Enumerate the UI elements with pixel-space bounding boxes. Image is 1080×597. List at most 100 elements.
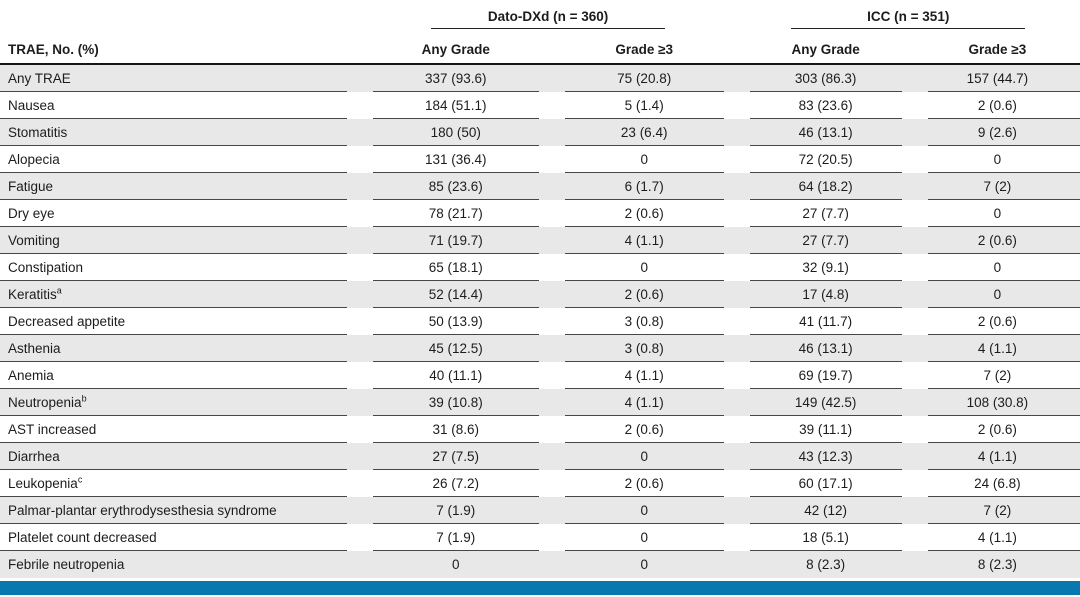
cell-icc-any-grade: 149 (42.5) xyxy=(737,389,915,416)
cell-dato-any-grade: 27 (7.5) xyxy=(360,443,552,470)
cell-icc-any-grade: 60 (17.1) xyxy=(737,470,915,497)
table-row: Keratitisa 52 (14.4) 2 (0.6) 17 (4.8) 0 xyxy=(0,281,1080,308)
cell-icc-any-grade: 46 (13.1) xyxy=(737,335,915,362)
table-row: Fatigue 85 (23.6) 6 (1.7) 64 (18.2) 7 (2… xyxy=(0,173,1080,200)
group-header-icc: ICC (n = 351) xyxy=(737,0,1080,29)
table-body: Any TRAE 337 (93.6) 75 (20.8) 303 (86.3)… xyxy=(0,65,1080,578)
row-label-text: AST increased xyxy=(8,422,97,437)
cell-dato-grade3: 2 (0.6) xyxy=(552,416,737,443)
row-label-text: Dry eye xyxy=(8,206,55,221)
cell-icc-grade3: 0 xyxy=(915,146,1080,173)
table-row: Vomiting 71 (19.7) 4 (1.1) 27 (7.7) 2 (0… xyxy=(0,227,1080,254)
cell-dato-grade3: 0 xyxy=(552,524,737,551)
row-label: Any TRAE xyxy=(0,65,360,92)
row-label: Constipation xyxy=(0,254,360,281)
row-label-text: Leukopenia xyxy=(8,476,78,491)
cell-icc-grade3: 9 (2.6) xyxy=(915,119,1080,146)
cell-dato-any-grade: 52 (14.4) xyxy=(360,281,552,308)
cell-dato-grade3: 23 (6.4) xyxy=(552,119,737,146)
row-label: Decreased appetite xyxy=(0,308,360,335)
cell-dato-any-grade: 39 (10.8) xyxy=(360,389,552,416)
footnote-marker: c xyxy=(77,474,83,485)
column-header-icc-grade3: Grade ≥3 xyxy=(914,29,1080,65)
adverse-events-table: Dato-DXd (n = 360) ICC (n = 351) TRAE, N… xyxy=(0,0,1080,578)
cell-icc-grade3: 2 (0.6) xyxy=(915,92,1080,119)
cell-icc-any-grade: 83 (23.6) xyxy=(737,92,915,119)
cell-icc-grade3: 24 (6.8) xyxy=(915,470,1080,497)
cell-icc-grade3: 4 (1.1) xyxy=(915,335,1080,362)
cell-dato-any-grade: 50 (13.9) xyxy=(360,308,552,335)
cell-icc-grade3: 2 (0.6) xyxy=(915,416,1080,443)
row-label-text: Any TRAE xyxy=(8,71,71,86)
column-header-row: TRAE, No. (%) Any Grade Grade ≥3 Any Gra… xyxy=(0,29,1080,65)
cell-icc-any-grade: 43 (12.3) xyxy=(737,443,915,470)
cell-icc-any-grade: 303 (86.3) xyxy=(737,65,915,92)
row-label: Alopecia xyxy=(0,146,360,173)
cell-icc-grade3: 7 (2) xyxy=(915,362,1080,389)
cell-icc-grade3: 2 (0.6) xyxy=(915,227,1080,254)
cell-dato-grade3: 0 xyxy=(640,557,648,572)
cell-dato-grade3: 0 xyxy=(552,254,737,281)
table-row: Nausea 184 (51.1) 5 (1.4) 83 (23.6) 2 (0… xyxy=(0,92,1080,119)
cell-dato-any-grade: 0 xyxy=(451,557,460,572)
cell-icc-any-grade: 18 (5.1) xyxy=(737,524,915,551)
cell-dato-grade3: 0 xyxy=(552,497,737,524)
cell-dato-grade3: 4 (1.1) xyxy=(552,389,737,416)
cell-icc-grade3: 0 xyxy=(915,281,1080,308)
table-row: Febrile neutropenia 0 0 8 (2.3) 8 (2.3) xyxy=(0,551,1080,578)
cell-icc-any-grade: 69 (19.7) xyxy=(737,362,915,389)
row-label-text: Fatigue xyxy=(8,179,54,194)
footnote-marker: b xyxy=(81,393,87,404)
cell-dato-grade3: 2 (0.6) xyxy=(552,281,737,308)
cell-icc-grade3: 108 (30.8) xyxy=(915,389,1080,416)
cell-icc-any-grade: 42 (12) xyxy=(737,497,915,524)
table-row: Neutropeniab 39 (10.8) 4 (1.1) 149 (42.5… xyxy=(0,389,1080,416)
row-label-text: Asthenia xyxy=(8,341,61,356)
table-row: Anemia 40 (11.1) 4 (1.1) 69 (19.7) 7 (2) xyxy=(0,362,1080,389)
cell-dato-any-grade: 26 (7.2) xyxy=(360,470,552,497)
cell-icc-grade3: 4 (1.1) xyxy=(915,443,1080,470)
cell-icc-any-grade: 8 (2.3) xyxy=(806,557,846,572)
table-row: AST increased 31 (8.6) 2 (0.6) 39 (11.1)… xyxy=(0,416,1080,443)
cell-icc-grade3: 7 (2) xyxy=(915,173,1080,200)
table-row: Asthenia 45 (12.5) 3 (0.8) 46 (13.1) 4 (… xyxy=(0,335,1080,362)
cell-icc-grade3: 7 (2) xyxy=(915,497,1080,524)
cell-dato-any-grade: 131 (36.4) xyxy=(360,146,552,173)
group-header-icc-label: ICC (n = 351) xyxy=(791,9,1026,29)
group-header-dato-dxd: Dato-DXd (n = 360) xyxy=(360,0,737,29)
row-label-text: Constipation xyxy=(8,260,84,275)
cell-icc-any-grade: 17 (4.8) xyxy=(737,281,915,308)
group-header-row: Dato-DXd (n = 360) ICC (n = 351) xyxy=(0,0,1080,29)
row-label-text: Anemia xyxy=(8,368,54,383)
row-label-text: Diarrhea xyxy=(8,449,60,464)
row-label: Dry eye xyxy=(0,200,360,227)
cell-icc-any-grade: 64 (18.2) xyxy=(737,173,915,200)
row-label: AST increased xyxy=(0,416,360,443)
row-label: Nausea xyxy=(0,92,360,119)
table-row: Diarrhea 27 (7.5) 0 43 (12.3) 4 (1.1) xyxy=(0,443,1080,470)
row-label: Stomatitis xyxy=(0,119,360,146)
row-label: Anemia xyxy=(0,362,360,389)
cell-icc-grade3: 157 (44.7) xyxy=(915,65,1080,92)
cell-dato-grade3: 0 xyxy=(552,146,737,173)
row-label: Leukopeniac xyxy=(0,470,360,497)
row-label: Keratitisa xyxy=(0,281,360,308)
cell-dato-any-grade: 85 (23.6) xyxy=(360,173,552,200)
column-header-dato-any-grade: Any Grade xyxy=(359,29,552,65)
cell-dato-any-grade: 78 (21.7) xyxy=(360,200,552,227)
cell-icc-grade3: 2 (0.6) xyxy=(915,308,1080,335)
cell-icc-grade3: 0 xyxy=(915,254,1080,281)
column-header-dato-grade3: Grade ≥3 xyxy=(551,29,737,65)
column-header-trae: TRAE, No. (%) xyxy=(0,29,360,65)
table-row: Any TRAE 337 (93.6) 75 (20.8) 303 (86.3)… xyxy=(0,65,1080,92)
cell-icc-any-grade: 32 (9.1) xyxy=(737,254,915,281)
cell-dato-any-grade: 45 (12.5) xyxy=(360,335,552,362)
table-row: Platelet count decreased 7 (1.9) 0 18 (5… xyxy=(0,524,1080,551)
cell-dato-any-grade: 7 (1.9) xyxy=(360,497,552,524)
cell-dato-grade3: 2 (0.6) xyxy=(552,470,737,497)
table-row: Alopecia 131 (36.4) 0 72 (20.5) 0 xyxy=(0,146,1080,173)
cell-dato-grade3: 75 (20.8) xyxy=(552,65,737,92)
column-header-icc-any-grade: Any Grade xyxy=(736,29,915,65)
cell-dato-grade3: 4 (1.1) xyxy=(552,227,737,254)
cell-dato-grade3: 3 (0.8) xyxy=(552,308,737,335)
